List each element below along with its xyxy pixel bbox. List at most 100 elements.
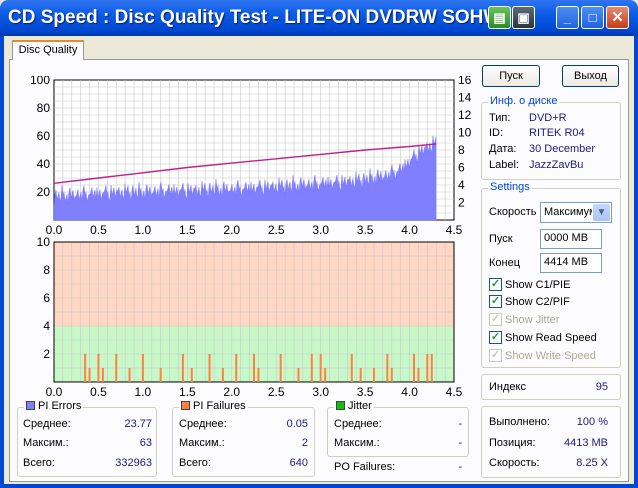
bottom-x-tick: 3.0	[312, 385, 329, 399]
show-read-speed-checkbox[interactable]: ✓	[489, 331, 502, 344]
bottom-y-tick: 6	[43, 291, 50, 305]
pi-failure-bar	[426, 354, 429, 382]
jitter-swatch	[336, 401, 345, 410]
bottom-x-tick: 0.5	[90, 385, 107, 399]
pi-failure-bar	[235, 354, 238, 382]
tab-disc-quality[interactable]: Disc Quality	[12, 40, 84, 60]
top-y-tick-right: 4	[458, 178, 465, 192]
pi-failures-max-label: Максим.:	[179, 437, 225, 449]
start-field-label: Пуск	[489, 233, 513, 245]
pi-failures-avg-value: 0.05	[286, 418, 308, 430]
top-y-tick-right: 12	[458, 108, 472, 122]
show-jitter-checkbox[interactable]: ✓	[489, 313, 502, 326]
bottom-y-tick: 2	[43, 347, 50, 361]
end-field-label: Конец	[489, 257, 521, 269]
pi-errors-total-value: 332963	[115, 457, 152, 469]
speed-readout-value: 8.25 X	[576, 457, 608, 469]
bottom-x-tick: 2.5	[268, 385, 285, 399]
show-write-speed-label[interactable]: Show Write Speed	[505, 350, 596, 362]
top-y-tick-right: 16	[458, 76, 472, 87]
disc-quality-chart: 20 40 60 80 100 2 4 6 8 10 12 14 16 0.0 0.5 1.0 1.5 2.0 2.…	[30, 76, 472, 399]
top-y-tick-right: 10	[458, 126, 472, 140]
disc-type-value: DVD+R	[529, 112, 567, 124]
pi-failure-bar	[190, 368, 193, 382]
disc-info-title: Инф. о диске	[488, 95, 560, 107]
minimize-button[interactable]: _	[556, 6, 579, 29]
pi-failure-bar	[386, 354, 389, 382]
top-y-tick-right: 14	[458, 91, 472, 105]
pi-failures-swatch	[181, 401, 190, 410]
top-x-tick: 3.5	[357, 223, 374, 237]
pi-failure-bar	[88, 368, 91, 382]
top-y-tick-right: 6	[458, 161, 465, 175]
bottom-x-tick: 0.0	[46, 385, 63, 399]
top-y-tick-right: 2	[458, 196, 465, 210]
show-c2-label[interactable]: Show C2/PIF	[505, 296, 570, 308]
disc-label-value: JazzZavBu	[529, 159, 584, 171]
speed-readout-label: Скорость:	[489, 457, 540, 469]
pi-failures-title: PI Failures	[193, 400, 246, 412]
settings-group: Settings	[481, 181, 621, 368]
top-y-tick-left: 20	[37, 185, 51, 199]
pi-errors-avg-value: 23.77	[124, 418, 152, 430]
pi-failures-avg-label: Среднее:	[179, 418, 227, 430]
save-icon[interactable]: ▣	[512, 6, 535, 29]
pi-errors-area	[53, 135, 437, 221]
show-c1-label[interactable]: Show C1/PIE	[505, 279, 571, 291]
pi-failure-bar	[417, 368, 420, 382]
disc-date-value: 30 December	[529, 143, 596, 155]
pi-failure-bar	[141, 354, 144, 382]
speed-select[interactable]: Максимум ▼	[540, 202, 612, 223]
top-x-tick: 4.0	[401, 223, 418, 237]
end-field[interactable]: 4414 MB	[540, 253, 602, 273]
jitter-avg-label: Среднее:	[334, 418, 382, 430]
pi-failures-group: PI Failures	[172, 400, 315, 477]
bottom-y-tick: 10	[37, 235, 51, 249]
window-frame	[0, 36, 638, 488]
bottom-x-tick: 3.5	[357, 385, 374, 399]
disc-info-group: Инф. о диске	[481, 95, 621, 180]
top-y-tick-left: 40	[37, 157, 51, 171]
position-value: 4413 MB	[563, 437, 608, 449]
chevron-down-icon[interactable]: ▼	[593, 204, 610, 221]
top-x-tick: 0.5	[90, 223, 107, 237]
disc-id-label: ID:	[489, 127, 504, 139]
disc-id-value: RITEK R04	[529, 127, 585, 139]
top-x-tick: 1.0	[135, 223, 152, 237]
show-c1-checkbox[interactable]: ✓	[489, 278, 502, 291]
start-field[interactable]: 0000 MB	[540, 229, 602, 249]
jitter-max-value: -	[458, 437, 462, 449]
start-button[interactable]: Пуск	[482, 65, 540, 87]
show-c2-checkbox[interactable]: ✓	[489, 295, 502, 308]
jitter-title: Jitter	[348, 400, 372, 412]
jitter-group: Jitter	[327, 400, 469, 457]
close-button[interactable]: ✕	[606, 6, 629, 29]
exit-button[interactable]: Выход	[562, 65, 619, 87]
disc-type-label: Тип:	[489, 112, 511, 124]
pi-failure-bar	[373, 368, 375, 382]
pi-failure-bar	[390, 368, 393, 382]
bottom-y-tick: 4	[43, 319, 50, 333]
bottom-x-tick: 1.0	[135, 385, 152, 399]
pi-errors-avg-label: Среднее:	[23, 418, 71, 430]
pi-failure-bar	[208, 354, 211, 382]
window-title: CD Speed : Disc Quality Test - LITE-ON D…	[8, 7, 498, 28]
show-read-speed-label[interactable]: Show Read Speed	[505, 332, 597, 344]
title-bar[interactable]: CD Speed : Disc Quality Test - LITE-ON D…	[0, 0, 638, 36]
copy-icon[interactable]: ▤	[488, 6, 511, 29]
pi-failure-bar	[430, 354, 433, 382]
pi-errors-swatch	[26, 401, 35, 410]
show-jitter-label[interactable]: Show Jitter	[505, 314, 560, 326]
pi-failure-bar	[350, 354, 353, 382]
top-x-tick: 3.0	[312, 223, 329, 237]
speed-select-value: Максимум	[544, 206, 592, 218]
done-value: 100 %	[576, 416, 608, 428]
show-write-speed-checkbox[interactable]: ✓	[489, 349, 502, 362]
pi-failure-bar	[297, 368, 300, 382]
maximize-button[interactable]: □	[581, 6, 604, 29]
bottom-x-tick: 2.0	[223, 385, 240, 399]
pi-failure-bar	[359, 368, 362, 382]
pi-errors-title: PI Errors	[38, 400, 82, 412]
pi-errors-total-label: Всего:	[23, 457, 55, 469]
pi-failure-bar	[128, 368, 131, 382]
